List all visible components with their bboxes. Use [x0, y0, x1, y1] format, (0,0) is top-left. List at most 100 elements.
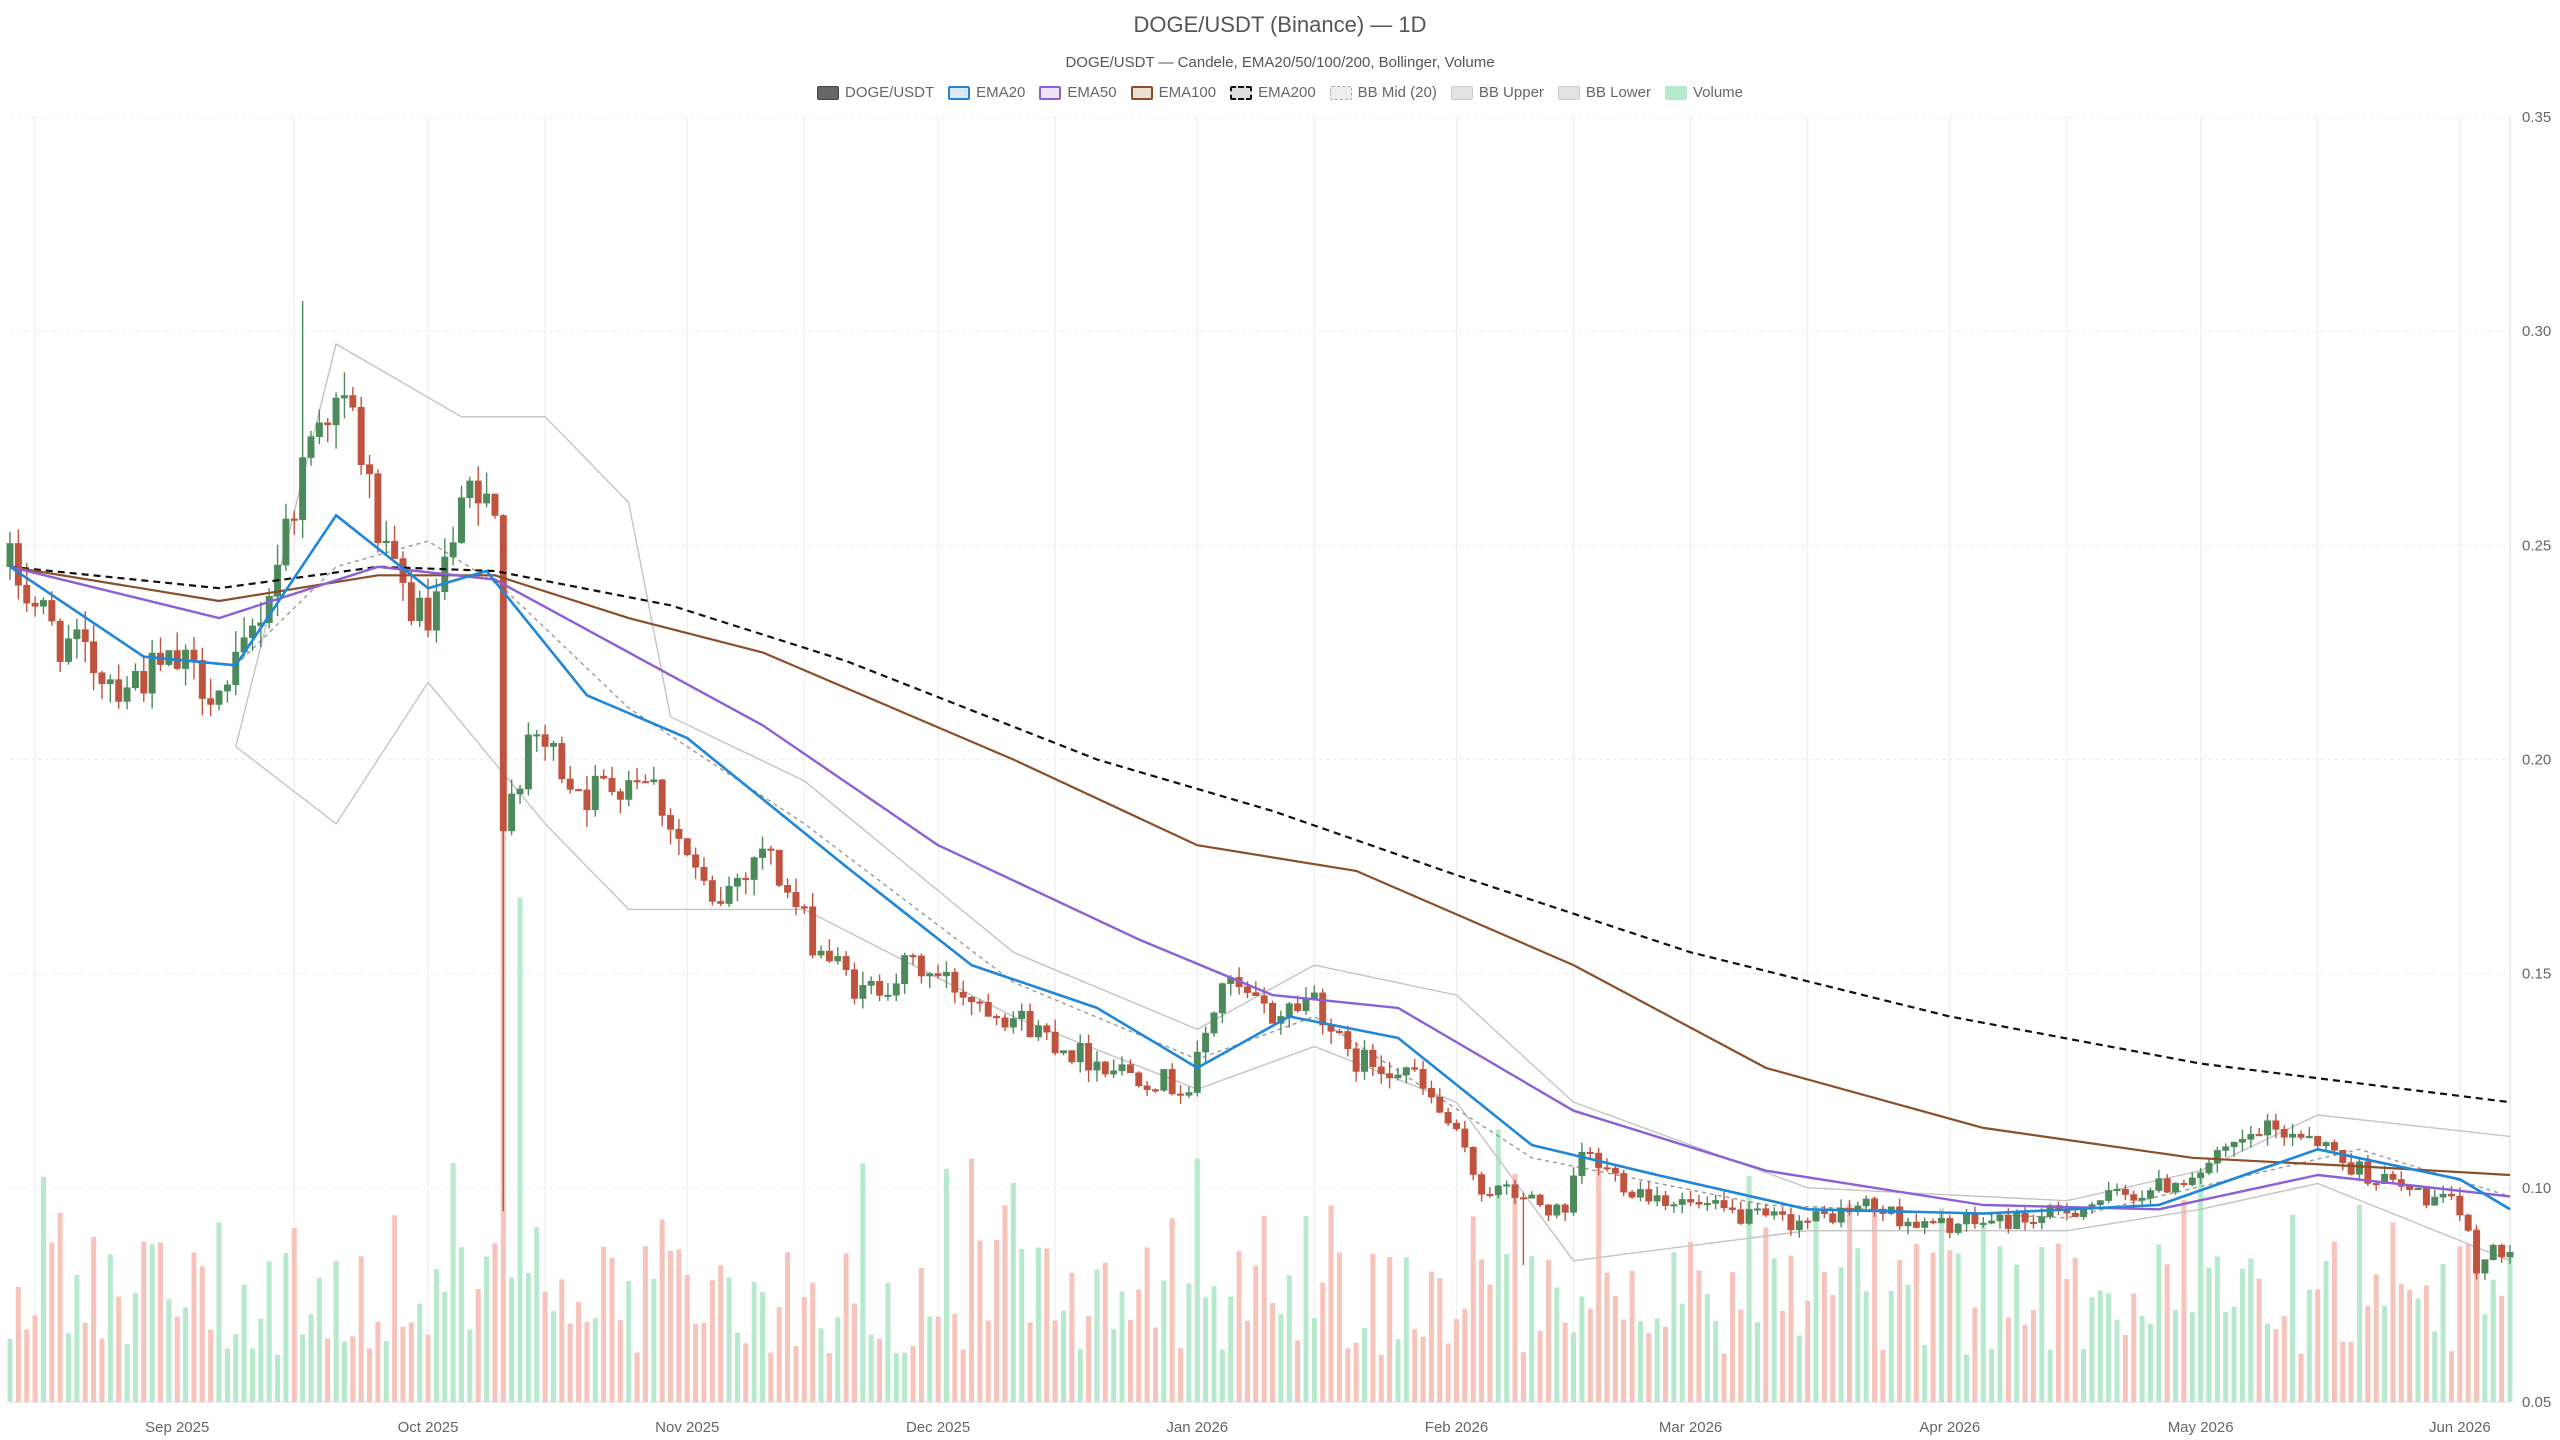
volume-bar [392, 1215, 398, 1402]
candle-body [1804, 1220, 1812, 1223]
candle-body [2205, 1162, 2213, 1174]
x-tick-label: Apr 2026 [1919, 1419, 1980, 1436]
candle-body [792, 892, 800, 907]
volume-bar [2448, 1351, 2454, 1402]
volume-bar [2147, 1323, 2153, 1402]
volume-bar [199, 1266, 205, 1402]
volume-bar [1236, 1251, 1242, 1402]
candle-body [1536, 1194, 1544, 1206]
volume-bar [525, 1272, 531, 1402]
volume-bar [559, 1279, 565, 1402]
volume-bar [768, 1352, 774, 1402]
candle-body [658, 779, 666, 816]
volume-bar [2440, 1263, 2446, 1402]
candle-body [1921, 1221, 1929, 1228]
volume-bar [40, 1176, 46, 1402]
candle-body [1653, 1195, 1661, 1202]
volume-bar [2030, 1310, 2036, 1402]
volume-bar [718, 1265, 724, 1402]
candle-body [432, 591, 440, 631]
legend-item[interactable]: EMA50 [1039, 84, 1117, 101]
volume-bar [2407, 1289, 2413, 1402]
volume-bar [24, 1329, 30, 1402]
candle-body [1411, 1067, 1419, 1070]
candle-body [2238, 1138, 2246, 1143]
volume-bar [1152, 1327, 1158, 1402]
volume-bar [1972, 1307, 1978, 1402]
volume-bar [567, 1323, 573, 1402]
volume-bar [2382, 1305, 2388, 1402]
candle-body [1193, 1051, 1201, 1093]
candle-body [984, 1001, 992, 1017]
volume-bar [1278, 1314, 1284, 1402]
candle-body [1586, 1151, 1594, 1155]
volume-bar [99, 1338, 105, 1402]
candle-body [1060, 1050, 1067, 1054]
legend-item[interactable]: DOGE/USDT [816, 84, 934, 101]
candle-body [1929, 1221, 1937, 1224]
candle-body [951, 971, 959, 993]
volume-bar [233, 1334, 239, 1402]
candle-body [1009, 1018, 1017, 1028]
volume-bar [642, 1246, 648, 1402]
volume-bar [241, 1284, 247, 1402]
volume-bar [2373, 1274, 2379, 1402]
legend-item[interactable]: EMA200 [1230, 84, 1316, 101]
x-tick-label: Sep 2025 [145, 1419, 209, 1436]
volume-bar [1219, 1349, 1225, 1402]
candle-body [1511, 1184, 1519, 1198]
volume-bar [743, 1343, 749, 1402]
volume-bar [2239, 1268, 2245, 1402]
candle-body [1645, 1189, 1653, 1202]
volume-bar [977, 1240, 983, 1402]
volume-bar [2139, 1316, 2145, 1402]
volume-bar [1211, 1286, 1217, 1402]
candle-body [2138, 1197, 2146, 1201]
volume-bar [617, 1319, 623, 1402]
legend-item[interactable]: BB Lower [1557, 84, 1651, 101]
volume-bar [1311, 1317, 1317, 1402]
candle-body [1829, 1213, 1837, 1223]
candle-body [1678, 1199, 1686, 1205]
volume-bar [1370, 1253, 1376, 1402]
volume-bar [1621, 1319, 1627, 1402]
volume-bar [467, 1329, 473, 1402]
candle-body [993, 1016, 1001, 1019]
volume-bar [492, 1243, 498, 1402]
candle-body [1603, 1167, 1611, 1170]
candle-body [2473, 1230, 2481, 1274]
candle-body [1377, 1066, 1385, 1074]
candle-body [1310, 992, 1318, 999]
candle-body [859, 985, 867, 999]
legend-item[interactable]: BB Mid (20) [1329, 84, 1437, 101]
volume-bar [1270, 1302, 1276, 1402]
volume-bar [1612, 1295, 1618, 1402]
volume-bar [2047, 1349, 2053, 1402]
volume-bar [1077, 1348, 1083, 1402]
volume-bar [459, 1247, 465, 1402]
volume-bar [709, 1280, 715, 1402]
legend-item[interactable]: BB Upper [1450, 84, 1544, 101]
volume-bar [141, 1241, 147, 1402]
legend-item[interactable]: Volume [1664, 84, 1743, 101]
volume-bar [1169, 1218, 1175, 1402]
volume-bar [450, 1162, 456, 1402]
candle-body [2464, 1214, 2472, 1231]
candle-body [1118, 1064, 1126, 1072]
legend-item[interactable]: EMA20 [948, 84, 1025, 101]
volume-bar [693, 1323, 699, 1402]
legend-item[interactable]: EMA100 [1130, 84, 1216, 101]
candle-body [909, 955, 917, 958]
chart-subtitle: DOGE/USDT — Candele, EMA20/50/100/200, B… [1065, 54, 1495, 71]
candle-body [2021, 1212, 2029, 1223]
volume-bar [1529, 1256, 1535, 1402]
volume-bar [1194, 1158, 1200, 1402]
candle-body [1837, 1207, 1845, 1223]
volume-bar [1897, 1259, 1903, 1402]
candle-body [332, 397, 340, 426]
volume-bar [1846, 1203, 1852, 1402]
volume-bar [793, 1345, 799, 1402]
volume-bar [2398, 1283, 2404, 1402]
candle-body [1904, 1221, 1912, 1227]
